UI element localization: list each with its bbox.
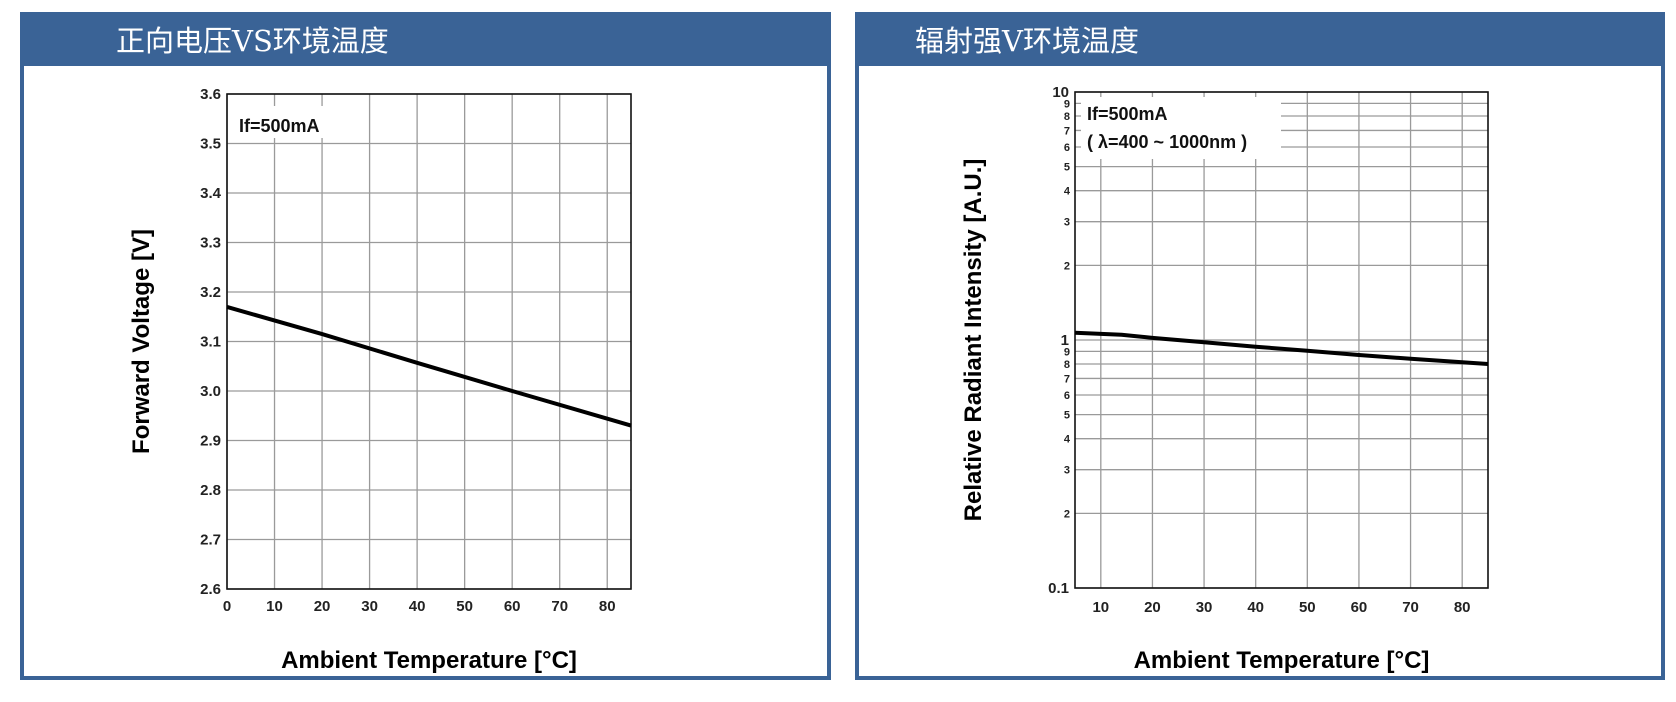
x-tick-label: 40 (1247, 599, 1264, 616)
y-minor-tick-label: 6 (1064, 390, 1070, 402)
x-tick-label: 70 (551, 598, 568, 615)
y-minor-tick-label: 2 (1064, 508, 1070, 520)
y-tick-label: 3.4 (200, 185, 222, 202)
x-tick-label: 40 (409, 598, 426, 615)
y-axis-label: Relative Radiant Intensity [A.U.] (960, 159, 987, 522)
y-tick-label: 2.7 (200, 532, 221, 549)
x-tick-label: 50 (1299, 599, 1316, 616)
panel-title: 辐射强V环境温度 (859, 16, 1661, 66)
y-minor-tick-label: 7 (1064, 125, 1070, 137)
x-tick-label: 50 (456, 598, 473, 615)
y-tick-label: 3.1 (200, 334, 221, 351)
y-minor-tick-label: 5 (1064, 410, 1070, 422)
y-minor-tick-label: 8 (1064, 111, 1070, 123)
annotation-text: ( λ=400 ~ 1000nm ) (1087, 132, 1247, 152)
x-tick-label: 80 (599, 598, 616, 615)
x-tick-label: 60 (504, 598, 521, 615)
x-axis-label: Ambient Temperature [°C] (281, 647, 577, 674)
panel-title: 正向电压VS环境温度 (24, 16, 827, 66)
forward-voltage-panel: 正向电压VS环境温度 2.6 2.7 2.8 2.9 3.0 3.1 3.2 3.3 3.4 3.… (20, 12, 831, 680)
y-tick-label: 3.5 (200, 136, 221, 153)
y-axis-label: Forward Voltage [V] (128, 229, 155, 454)
y-minor-tick-label: 8 (1064, 359, 1070, 371)
y-minor-tick-label: 2 (1064, 260, 1070, 272)
x-tick-label: 20 (314, 598, 331, 615)
y-tick-label: 3.0 (200, 383, 221, 400)
y-minor-tick-label: 4 (1064, 434, 1071, 446)
y-tick-label: 2.8 (200, 482, 221, 499)
y-tick-label: 2.6 (200, 581, 221, 598)
y-minor-tick-label: 6 (1064, 142, 1070, 154)
plot-frame (226, 93, 632, 590)
x-tick-label: 0 (223, 598, 231, 615)
annotation-background (233, 106, 343, 138)
y-tick-label: 0.1 (1048, 580, 1069, 597)
annotation-text: If=500mA (1087, 104, 1168, 124)
series-line (1074, 330, 1489, 366)
y-minor-tick-label: 9 (1064, 98, 1070, 110)
x-tick-label: 10 (1092, 599, 1109, 616)
x-axis-label: Ambient Temperature [°C] (1134, 647, 1430, 674)
y-minor-tick-label: 7 (1064, 373, 1070, 385)
x-tick-label: 30 (361, 598, 378, 615)
y-tick-label: 10 (1052, 84, 1069, 101)
y-tick-label: 1 (1061, 332, 1069, 349)
y-minor-tick-label: 9 (1064, 346, 1070, 358)
y-tick-label: 2.9 (200, 433, 221, 450)
y-minor-tick-label: 3 (1064, 465, 1070, 477)
y-minor-tick-label: 4 (1064, 186, 1071, 198)
x-tick-label: 70 (1402, 599, 1419, 616)
x-tick-label: 20 (1144, 599, 1161, 616)
series-line (226, 304, 632, 428)
radiant-intensity-panel: 辐射强V环境温度 10 20 30 40 50 60 70 80 2 3 4 5 6 7 8 9 2 3 4 5 6 7 8… (855, 12, 1665, 680)
y-tick-label: 3.6 (200, 86, 221, 103)
x-tick-label: 10 (266, 598, 283, 615)
annotation-background (1081, 97, 1281, 159)
y-minor-tick-label: 3 (1064, 217, 1070, 229)
y-minor-tick-label: 5 (1064, 162, 1070, 174)
radiant-intensity-chart: 10 20 30 40 50 60 70 8023456789234567890.1110If… (960, 84, 1489, 674)
plot-frame (1074, 91, 1489, 589)
x-tick-label: 30 (1196, 599, 1213, 616)
x-tick-label: 80 (1454, 599, 1471, 616)
y-tick-label: 3.2 (200, 284, 221, 301)
x-tick-label: 60 (1351, 599, 1368, 616)
y-tick-label: 3.3 (200, 235, 221, 252)
annotation-text: If=500mA (239, 116, 320, 136)
forward-voltage-chart: 2.6 2.7 2.8 2.9 3.0 3.1 3.2 3.3 3.4 3.5 3.6 0 10 20 30… (128, 86, 632, 674)
